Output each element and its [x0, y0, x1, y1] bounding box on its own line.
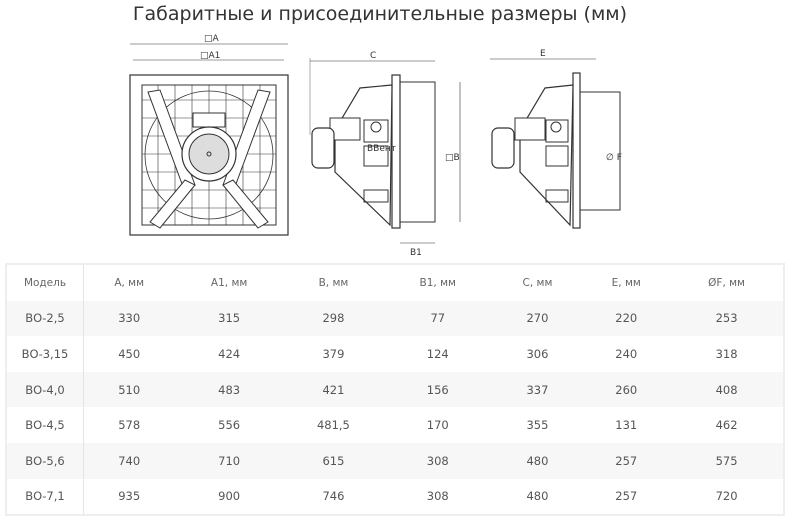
value-cell: 257	[615, 489, 638, 504]
value-cell: 355	[526, 418, 549, 433]
model-cell: ВО-7,1	[6, 478, 84, 516]
table-row: ВО-7,1 935 900 746 308 480 257 720	[6, 478, 784, 516]
label-c: C	[370, 51, 376, 61]
dimension-drawing: □A □A1 C □B B1 ВВент E ∅ F	[129, 34, 622, 258]
value-cell: 170	[426, 418, 449, 433]
value-cell: 578	[118, 418, 141, 433]
value-cell: 746	[322, 489, 345, 504]
value-cell: 306	[526, 346, 549, 361]
value-cell: 308	[426, 453, 449, 468]
value-cell: 318	[715, 346, 738, 361]
header-a1: A1, мм	[210, 276, 248, 289]
value-cell: 298	[322, 311, 345, 326]
value-cell: 615	[322, 453, 345, 468]
model-cell: ВО-4,0	[6, 371, 84, 408]
value-cell: 260	[615, 382, 638, 397]
header-b1: B1, мм	[419, 276, 456, 289]
label-a: □A	[204, 34, 220, 44]
value-cell: 315	[218, 311, 241, 326]
table-row: ВО-5,6 740 710 615 308 480 257 575	[6, 442, 784, 479]
value-cell: 240	[615, 346, 638, 361]
value-cell: 450	[118, 346, 141, 361]
label-e: E	[540, 49, 546, 59]
header-a: A, мм	[114, 276, 145, 289]
value-cell: 330	[118, 311, 141, 326]
header-f: ØF, мм	[708, 276, 745, 289]
model-cell: ВО-4,5	[6, 407, 84, 443]
label-a1: □A1	[200, 51, 220, 61]
model-cell: ВО-3,15	[6, 336, 84, 372]
table-row: ВО-2,5 330 315 298 77 270 220 253	[6, 300, 784, 337]
dimensions-table: Модель A, мм A1, мм B, мм B1, мм C, мм E…	[5, 263, 785, 516]
value-cell: 257	[615, 453, 638, 468]
header-e: E, мм	[611, 276, 641, 289]
value-cell: 710	[218, 453, 241, 468]
value-cell: 900	[218, 489, 241, 504]
table-header: Модель A, мм A1, мм B, мм B1, мм C, мм E…	[6, 264, 784, 301]
value-cell: 379	[322, 346, 345, 361]
value-cell: 462	[715, 418, 738, 433]
value-cell: 220	[615, 311, 638, 326]
header-model: Модель	[6, 264, 84, 301]
value-cell: 253	[715, 311, 738, 326]
value-cell: 720	[715, 489, 738, 504]
value-cell: 483	[218, 382, 241, 397]
label-f: ∅ F	[606, 153, 622, 163]
value-cell: 740	[118, 453, 141, 468]
value-cell: 156	[426, 382, 449, 397]
value-cell: 480	[526, 489, 549, 504]
table-row: ВО-3,15 450 424 379 124 306 240 318	[6, 336, 784, 372]
value-cell: 421	[322, 382, 345, 397]
header-b: B, мм	[318, 276, 349, 289]
brand-logo: ВВент	[367, 144, 396, 154]
header-c: C, мм	[522, 276, 553, 289]
value-cell: 308	[426, 489, 449, 504]
value-cell: 575	[715, 453, 738, 468]
table-row: ВО-4,0 510 483 421 156 337 260 408	[6, 371, 784, 408]
value-cell: 124	[426, 346, 449, 361]
value-cell: 270	[526, 311, 549, 326]
value-cell: 337	[526, 382, 549, 397]
page-title: Габаритные и присоединительные размеры (…	[132, 3, 628, 25]
value-cell: 556	[218, 418, 241, 433]
label-b1: B1	[410, 248, 422, 258]
model-cell: ВО-2,5	[6, 300, 84, 337]
value-cell: 408	[715, 382, 738, 397]
value-cell: 935	[118, 489, 141, 504]
model-cell: ВО-5,6	[6, 442, 84, 479]
value-cell: 424	[218, 346, 241, 361]
value-cell: 481,5	[316, 418, 350, 433]
value-cell: 480	[526, 453, 549, 468]
front-view	[129, 43, 289, 236]
outlet-view	[490, 58, 621, 229]
value-cell: 131	[615, 418, 638, 433]
value-cell: 77	[430, 311, 446, 326]
value-cell: 510	[118, 382, 141, 397]
table-row: ВО-4,5 578 556 481,5 170 355 131 462	[6, 407, 784, 443]
side-view	[309, 58, 461, 244]
label-b: □B	[445, 153, 460, 163]
